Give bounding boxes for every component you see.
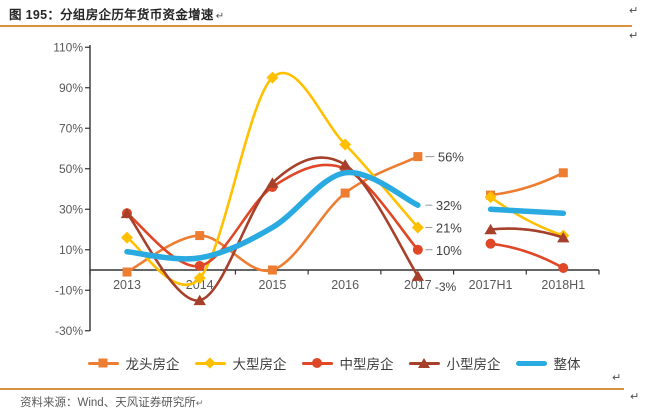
legend-label: 大型房企 [232,357,287,372]
x-axis-label: 2013 [113,278,141,292]
y-tick-label: 50% [59,162,83,176]
data-label: 10% [436,243,462,258]
legend-item-0: 龙头房企 [87,353,180,373]
data-point-marker [340,188,350,198]
legend-item-2: 中型房企 [301,353,394,373]
data-point-marker [194,260,205,271]
data-label: -3% [435,280,457,294]
paragraph-mark-icon: ↵ [195,399,204,409]
legend-sample [87,356,119,370]
legend-circle-marker-icon [312,358,322,368]
legend-label: 小型房企 [446,357,501,372]
data-point-marker [339,138,352,151]
legend-label: 龙头房企 [125,357,180,372]
series-line-2-h1 [489,242,565,270]
legend-sample [408,356,440,370]
data-point-marker [413,152,423,162]
data-label: 56% [438,150,464,165]
y-tick-label: -30% [55,324,83,338]
y-tick-label: 10% [59,243,83,257]
paragraph-mark-icon: ↵ [612,371,622,384]
y-tick-label: 90% [59,81,83,95]
legend-sample [194,356,226,370]
figure-title: 图 195：分组房企历年货币资金增速 ↵ [9,4,224,23]
data-point-marker [411,270,425,281]
series-line-3-h1 [489,227,565,239]
legend-label: 中型房企 [339,357,394,372]
y-tick-label: 110% [53,40,83,54]
legend-item-3: 小型房企 [408,353,501,373]
legend-triangle-marker-icon [418,358,430,368]
x-axis-label: 2015 [259,278,287,292]
data-point-marker [195,231,205,241]
data-point-marker [558,168,568,178]
title-divider-rule [0,25,632,27]
footer-divider-rule [0,388,624,390]
data-point-marker [411,221,424,234]
figure-title-text: 图 195：分组房企历年货币资金增速 [9,8,214,22]
legend-sample [515,356,547,370]
data-point-marker [266,177,279,188]
legend-square-marker-icon [98,358,108,368]
legend-line-swatch [515,360,547,366]
data-point-marker [557,232,570,243]
legend-diamond-marker-icon [204,357,216,369]
source-note-text: 资料来源：Wind、天风证券研究所 [20,397,196,409]
paragraph-mark-icon: ↵ [215,11,225,22]
data-point-marker [484,191,497,204]
data-point-marker [193,272,206,285]
series-line-0-h1 [489,171,565,197]
data-point-marker [120,207,134,219]
data-point-marker [412,244,423,255]
paragraph-mark-icon: ↵ [629,4,639,17]
data-label: 32% [436,198,462,213]
data-point-marker [122,267,132,277]
data-point-marker [266,71,279,84]
x-axis-label: 2017 [404,278,432,292]
legend-sample [301,356,333,370]
series-line-4 [124,169,421,262]
x-axis-label: 2016 [331,278,359,292]
series-line-4-h1 [487,206,567,217]
legend-item-4: 整体 [515,353,581,373]
x-axis-label: 2018H1 [541,278,585,292]
data-label: 21% [436,220,462,235]
legend-label: 整体 [553,357,581,372]
paragraph-mark-icon: ↵ [629,29,639,42]
paragraph-mark-icon: ↵ [630,390,640,403]
source-note: 资料来源：Wind、天风证券研究所↵ [20,394,203,410]
data-point-marker [193,294,206,306]
data-point-marker [485,238,496,249]
data-point-marker [121,231,133,244]
data-point-marker [558,262,569,273]
data-point-marker [338,159,352,170]
y-tick-label: 30% [59,202,83,216]
y-tick-label: 70% [59,121,83,135]
legend: 龙头房企 大型房企 中型房企 小型房企 整体 [0,351,668,375]
x-axis-label: 2017H1 [469,278,513,292]
data-point-marker [267,265,277,275]
y-tick-label: -10% [55,283,83,297]
x-axis-label: 2014 [186,278,214,292]
series-line-1-h1 [489,195,565,237]
legend-item-1: 大型房企 [194,353,287,373]
data-point-marker [484,223,497,235]
